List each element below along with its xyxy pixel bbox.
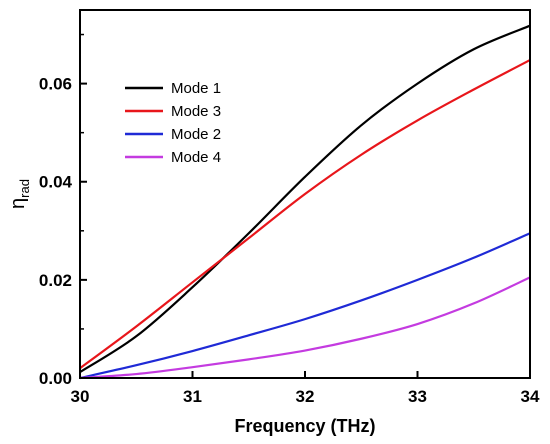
- series-line-mode-4: [79, 276, 531, 380]
- x-axis-title: Frequency (THz): [234, 416, 375, 436]
- x-tick-label: 33: [408, 387, 427, 406]
- legend-label: Mode 3: [171, 103, 221, 120]
- legend: Mode 1 Mode 3 Mode 2 Mode 4: [125, 80, 221, 166]
- legend-label: Mode 4: [171, 149, 221, 166]
- series-line-mode-3: [79, 59, 531, 370]
- y-tick-label: 0.06: [39, 75, 72, 94]
- x-tick-label: 31: [183, 387, 202, 406]
- x-tick-label: 30: [71, 387, 90, 406]
- legend-label: Mode 1: [171, 80, 221, 97]
- legend-label: Mode 2: [171, 126, 221, 143]
- y-tick-label: 0.00: [39, 369, 72, 388]
- y-tick-label: 0.02: [39, 271, 72, 290]
- x-tick-label: 34: [521, 387, 540, 406]
- y-tick-label: 0.04: [39, 173, 73, 192]
- x-tick-label: 32: [296, 387, 315, 406]
- y-axis-title: ηrad: [7, 179, 32, 209]
- series-line-mode-1: [79, 24, 531, 374]
- y-axis-title-sub: rad: [17, 179, 32, 198]
- series-line-mode-2: [79, 232, 531, 380]
- y-axis-title-main: η: [7, 198, 29, 209]
